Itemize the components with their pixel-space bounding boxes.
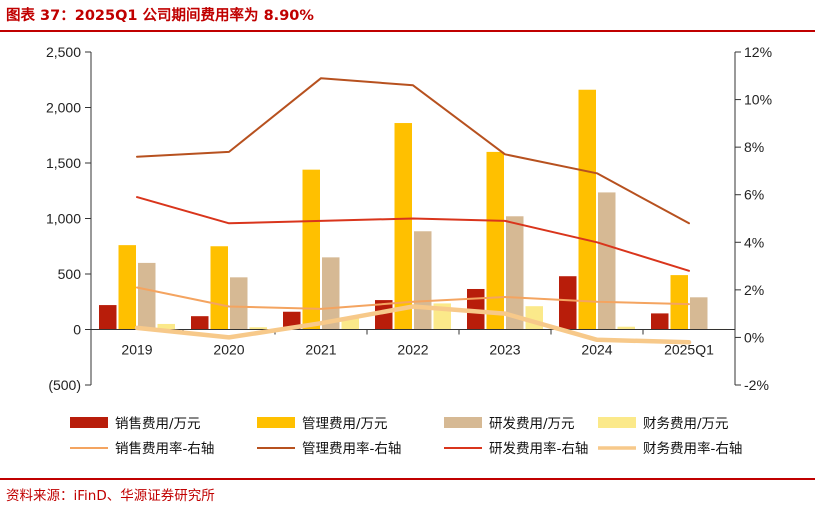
bar [598, 192, 616, 330]
bar [670, 275, 688, 330]
right-tick-label: 6% [744, 187, 764, 203]
right-tick-label: 10% [744, 92, 772, 108]
legend-swatch [598, 417, 636, 428]
source-note: 资料来源：iFinD、华源证券研究所 [6, 488, 215, 504]
bar [302, 169, 320, 330]
bar [394, 123, 412, 330]
left-tick-label: 1,000 [46, 211, 81, 227]
left-tick-label: 500 [58, 266, 82, 282]
legend-swatch [444, 417, 482, 428]
bar [99, 305, 117, 330]
category-label: 2023 [489, 342, 520, 358]
bar [210, 246, 228, 330]
rate-line [136, 196, 690, 272]
bar [414, 231, 432, 330]
rate-lines [134, 77, 692, 345]
legend-label: 研发费用率-右轴 [489, 440, 588, 457]
bar [486, 151, 504, 330]
title-rule [0, 30, 815, 32]
legend-label: 销售费用/万元 [115, 416, 201, 432]
bar [230, 277, 248, 330]
chart-title: 图表 37：2025Q1 公司期间费用率为 8.90% [6, 8, 314, 24]
bar [157, 323, 175, 330]
legend-swatch [70, 417, 108, 428]
left-tick-label: 1,500 [46, 155, 81, 171]
category-label: 2022 [397, 342, 428, 358]
legend-label: 管理费用/万元 [302, 416, 388, 432]
legend-label: 财务费用率-右轴 [643, 440, 742, 457]
bar [322, 257, 340, 330]
right-tick-label: 4% [744, 234, 764, 250]
legend-label: 销售费用率-右轴 [115, 440, 214, 457]
right-tick-label: 2% [744, 282, 764, 298]
bars [99, 89, 727, 330]
bar [375, 300, 393, 330]
legend-label: 财务费用/万元 [643, 416, 729, 432]
bar [249, 327, 267, 330]
left-tick-label: 0 [73, 322, 81, 338]
bar [191, 316, 209, 330]
legend-label: 研发费用/万元 [489, 416, 575, 432]
category-label: 2019 [121, 342, 152, 358]
legend-label: 管理费用率-右轴 [302, 440, 401, 457]
left-axis: (500) 0 500 1,000 1,500 2,000 2,500 [46, 44, 92, 393]
left-tick-label: 2,000 [46, 100, 81, 116]
category-labels: 2019 2020 2021 2022 2023 2024 2025Q1 [121, 342, 714, 358]
right-tick-label: 8% [744, 139, 764, 155]
category-label: 2025Q1 [664, 342, 714, 358]
bar [690, 297, 708, 330]
bar [617, 326, 635, 330]
bar [559, 276, 577, 330]
bar [506, 216, 524, 330]
bar [578, 89, 596, 330]
category-label: 2024 [581, 342, 612, 358]
left-tick-label: 2,500 [46, 44, 81, 60]
right-tick-label: 12% [744, 44, 772, 60]
source-rule [0, 478, 815, 480]
rate-line [136, 286, 690, 310]
bar [138, 262, 156, 330]
left-tick-label: (500) [48, 377, 81, 393]
legend-swatch [257, 417, 295, 428]
right-axis: -2% 0% 2% 4% 6% 8% 10% 12% [734, 44, 772, 393]
category-label: 2021 [305, 342, 336, 358]
rate-line [134, 304, 692, 345]
bar [118, 245, 136, 330]
right-tick-label: 0% [744, 329, 764, 345]
rate-line [136, 77, 690, 225]
bar [651, 313, 669, 330]
category-label: 2020 [213, 342, 244, 358]
right-tick-label: -2% [744, 377, 769, 393]
